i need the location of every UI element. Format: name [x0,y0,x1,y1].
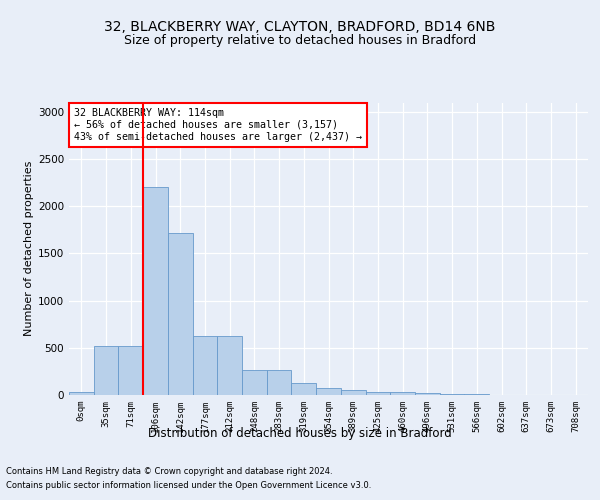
Bar [267,370,292,395]
Text: 32, BLACKBERRY WAY, CLAYTON, BRADFORD, BD14 6NB: 32, BLACKBERRY WAY, CLAYTON, BRADFORD, B… [104,20,496,34]
Bar [69,392,94,395]
Text: Size of property relative to detached houses in Bradford: Size of property relative to detached ho… [124,34,476,47]
Bar [390,392,415,395]
Bar [292,383,316,395]
Bar [143,188,168,395]
Bar [341,390,365,395]
Bar [168,232,193,395]
Bar [242,370,267,395]
Text: Contains public sector information licensed under the Open Government Licence v3: Contains public sector information licen… [6,481,371,490]
Text: Contains HM Land Registry data © Crown copyright and database right 2024.: Contains HM Land Registry data © Crown c… [6,468,332,476]
Bar [415,393,440,395]
Text: Distribution of detached houses by size in Bradford: Distribution of detached houses by size … [148,428,452,440]
Bar [365,392,390,395]
Bar [118,346,143,395]
Bar [440,394,464,395]
Bar [464,394,489,395]
Y-axis label: Number of detached properties: Number of detached properties [24,161,34,336]
Bar [94,346,118,395]
Bar [217,336,242,395]
Bar [316,388,341,395]
Bar [193,336,217,395]
Text: 32 BLACKBERRY WAY: 114sqm
← 56% of detached houses are smaller (3,157)
43% of se: 32 BLACKBERRY WAY: 114sqm ← 56% of detac… [74,108,362,142]
